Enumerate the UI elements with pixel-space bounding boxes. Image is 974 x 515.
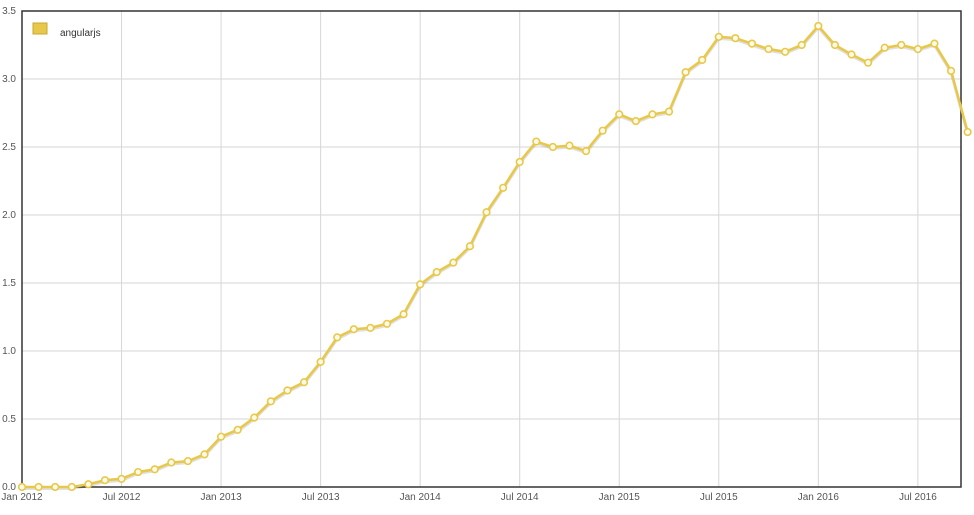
data-point[interactable] — [648, 110, 657, 119]
data-point[interactable] — [747, 39, 757, 48]
data-point[interactable] — [283, 386, 292, 395]
x-tick-label: Jan 2016 — [798, 492, 840, 503]
data-point[interactable] — [333, 333, 342, 342]
data-point[interactable] — [880, 43, 889, 52]
data-point[interactable] — [946, 66, 956, 75]
data-point[interactable] — [200, 450, 209, 459]
data-point[interactable] — [399, 310, 408, 319]
x-tick-label: Jul 2012 — [103, 492, 141, 503]
data-point[interactable] — [781, 47, 790, 56]
data-point[interactable] — [830, 40, 840, 50]
y-tick-label: 3.5 — [2, 6, 16, 17]
data-point[interactable] — [797, 40, 806, 50]
data-point[interactable] — [581, 146, 591, 156]
data-point[interactable] — [930, 39, 939, 48]
data-point[interactable] — [432, 268, 441, 277]
data-point[interactable] — [316, 357, 325, 366]
y-tick-label: 0.0 — [2, 482, 16, 493]
y-tick-label: 1.5 — [2, 278, 16, 289]
data-point[interactable] — [449, 258, 458, 267]
x-tick-label: Jul 2013 — [302, 492, 340, 503]
data-point[interactable] — [515, 157, 524, 167]
data-point[interactable] — [897, 40, 906, 50]
data-point[interactable] — [664, 107, 674, 116]
data-point[interactable] — [698, 55, 707, 65]
data-point[interactable] — [167, 458, 176, 467]
data-point[interactable] — [598, 126, 607, 135]
data-point[interactable] — [382, 319, 392, 328]
x-tick-label: Jan 2015 — [599, 492, 641, 503]
data-point[interactable] — [17, 482, 27, 492]
data-point[interactable] — [299, 378, 309, 387]
data-point[interactable] — [532, 137, 541, 146]
legend-label: angularjs — [60, 28, 101, 39]
data-point[interactable] — [465, 242, 475, 251]
data-point[interactable] — [416, 280, 425, 289]
legend-swatch — [32, 22, 48, 35]
data-point[interactable] — [250, 413, 259, 422]
data-point[interactable] — [51, 482, 60, 492]
data-point[interactable] — [714, 32, 723, 41]
x-tick-label: Jan 2012 — [1, 492, 43, 503]
data-point[interactable] — [499, 183, 508, 192]
data-point[interactable] — [150, 465, 159, 474]
grid — [21, 10, 961, 488]
series-line — [22, 24, 969, 489]
data-point[interactable] — [764, 44, 773, 54]
data-point[interactable] — [266, 397, 275, 406]
data-point[interactable] — [84, 480, 93, 489]
x-tick-label: Jul 2014 — [501, 492, 539, 503]
data-point[interactable] — [349, 325, 358, 334]
data-point[interactable] — [913, 44, 922, 54]
data-point[interactable] — [681, 68, 690, 77]
y-tick-label: 3.0 — [2, 74, 16, 85]
y-tick-label: 0.5 — [2, 414, 16, 425]
data-point[interactable] — [631, 117, 640, 126]
series-layer — [17, 21, 972, 492]
legend: angularjs — [32, 22, 101, 39]
y-tick-label: 2.5 — [2, 142, 16, 153]
data-point[interactable] — [482, 208, 491, 217]
data-point[interactable] — [863, 58, 873, 67]
data-point[interactable] — [731, 34, 740, 43]
data-point[interactable] — [67, 482, 76, 492]
plot-frame — [21, 10, 962, 488]
data-point[interactable] — [615, 110, 624, 119]
data-point[interactable] — [847, 50, 856, 59]
data-point[interactable] — [963, 127, 972, 137]
data-point[interactable] — [366, 323, 375, 332]
x-tick-label: Jul 2016 — [899, 492, 937, 503]
data-point[interactable] — [814, 21, 823, 31]
y-tick-label: 2.0 — [2, 210, 16, 221]
x-tick-label: Jul 2015 — [700, 492, 738, 503]
data-point[interactable] — [34, 482, 43, 492]
data-point[interactable] — [100, 476, 110, 485]
x-tick-label: Jan 2013 — [201, 492, 243, 503]
data-point[interactable] — [134, 467, 143, 477]
data-point[interactable] — [216, 432, 226, 441]
data-point[interactable] — [565, 141, 574, 150]
data-point[interactable] — [183, 457, 193, 466]
data-point[interactable] — [233, 425, 242, 434]
y-tick-label: 1.0 — [2, 346, 16, 357]
axes: 0.0 0.5 1.0 1.5 2.0 2.5 3.0 3.5 Jan 2012 Jul 2012… — [1, 6, 962, 503]
data-point[interactable] — [117, 474, 126, 483]
data-point[interactable] — [548, 142, 557, 152]
x-tick-label: Jan 2014 — [400, 492, 442, 503]
